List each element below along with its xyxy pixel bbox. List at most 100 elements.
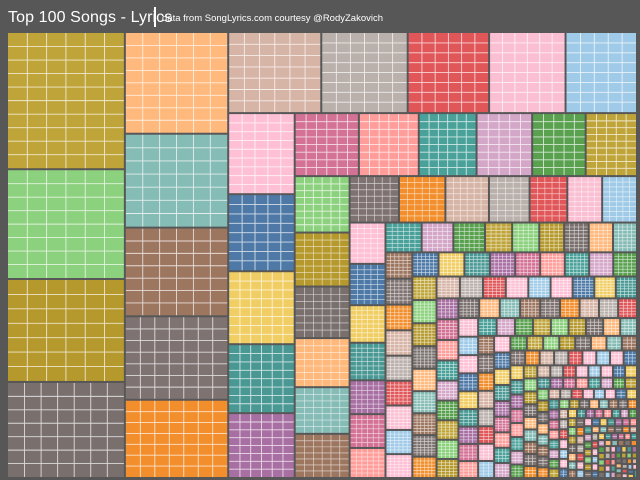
- treemap-cell[interactable]: [605, 434, 611, 440]
- treemap-cell[interactable]: [632, 453, 636, 458]
- treemap-cell[interactable]: [459, 299, 479, 318]
- treemap-cell[interactable]: [295, 114, 358, 176]
- treemap-cell[interactable]: [549, 430, 559, 439]
- treemap-cell[interactable]: [125, 400, 228, 477]
- treemap-cell[interactable]: [480, 299, 499, 318]
- treemap-cell[interactable]: [530, 177, 567, 222]
- treemap-cell[interactable]: [437, 361, 458, 380]
- treemap-cell[interactable]: [495, 401, 510, 416]
- treemap-cell[interactable]: [605, 447, 610, 452]
- treemap-cell[interactable]: [350, 448, 385, 477]
- treemap-cell[interactable]: [577, 428, 584, 435]
- treemap-cell[interactable]: [565, 253, 589, 276]
- treemap-cell[interactable]: [413, 369, 436, 391]
- treemap-cell[interactable]: [459, 374, 478, 391]
- treemap-cell[interactable]: [555, 351, 568, 365]
- treemap-cell[interactable]: [583, 351, 596, 365]
- treemap-cell[interactable]: [551, 366, 563, 377]
- treemap-cell[interactable]: [515, 319, 533, 335]
- treemap-cell[interactable]: [580, 299, 598, 318]
- treemap-cell[interactable]: [446, 177, 488, 222]
- treemap-cell[interactable]: [386, 381, 412, 405]
- treemap-cell[interactable]: [551, 378, 563, 388]
- treemap-cell[interactable]: [479, 373, 494, 390]
- treemap-cell[interactable]: [619, 400, 627, 408]
- treemap-cell[interactable]: [616, 459, 621, 463]
- treemap-cell[interactable]: [569, 428, 576, 435]
- treemap-cell[interactable]: [622, 474, 627, 477]
- treemap-cell[interactable]: [511, 424, 523, 437]
- treemap-cell[interactable]: [599, 447, 604, 452]
- treemap-cell[interactable]: [616, 453, 621, 458]
- treemap-cell[interactable]: [295, 233, 349, 286]
- treemap-cell[interactable]: [630, 419, 636, 426]
- treemap-cell[interactable]: [477, 114, 532, 176]
- treemap-cell[interactable]: [495, 448, 510, 462]
- treemap-cell[interactable]: [565, 223, 588, 252]
- treemap-cell[interactable]: [615, 419, 622, 426]
- treemap-cell[interactable]: [605, 389, 615, 399]
- treemap-cell[interactable]: [413, 457, 436, 477]
- treemap-cell[interactable]: [599, 472, 604, 477]
- treemap-cell[interactable]: [459, 319, 478, 336]
- treemap-cell[interactable]: [585, 449, 591, 456]
- treemap-cell[interactable]: [408, 33, 489, 113]
- treemap-cell[interactable]: [399, 177, 445, 222]
- treemap-cell[interactable]: [577, 419, 584, 427]
- treemap-cell[interactable]: [459, 337, 478, 355]
- treemap-cell[interactable]: [386, 455, 412, 477]
- treemap-cell[interactable]: [586, 114, 636, 176]
- treemap-cell[interactable]: [495, 463, 510, 477]
- treemap-cell[interactable]: [511, 366, 523, 380]
- treemap-cell[interactable]: [585, 471, 591, 477]
- treemap-cell[interactable]: [577, 462, 584, 469]
- treemap-cell[interactable]: [538, 412, 548, 423]
- treemap-cell[interactable]: [465, 253, 489, 276]
- treemap-cell[interactable]: [538, 435, 548, 445]
- treemap-cell[interactable]: [437, 440, 458, 458]
- treemap-cell[interactable]: [623, 419, 629, 426]
- treemap-cell[interactable]: [615, 427, 622, 433]
- treemap-cell[interactable]: [631, 434, 636, 440]
- treemap-cell[interactable]: [622, 447, 626, 452]
- treemap-cell[interactable]: [437, 401, 458, 420]
- treemap-cell[interactable]: [616, 474, 621, 477]
- treemap-cell[interactable]: [625, 441, 630, 446]
- treemap-cell[interactable]: [538, 401, 548, 411]
- treemap-cell[interactable]: [632, 459, 636, 464]
- treemap-cell[interactable]: [524, 405, 537, 416]
- treemap-cell[interactable]: [577, 445, 584, 452]
- treemap-cell[interactable]: [422, 223, 453, 252]
- treemap-cell[interactable]: [585, 464, 591, 470]
- treemap-cell[interactable]: [386, 305, 412, 330]
- treemap-cell[interactable]: [628, 470, 633, 473]
- treemap-cell[interactable]: [576, 378, 588, 388]
- treemap-cell[interactable]: [540, 223, 564, 252]
- treemap-cell[interactable]: [627, 447, 631, 452]
- treemap-cell[interactable]: [621, 319, 636, 335]
- treemap-cell[interactable]: [592, 456, 598, 463]
- treemap-cell[interactable]: [605, 441, 611, 446]
- treemap-cell[interactable]: [459, 444, 478, 461]
- treemap-cell[interactable]: [627, 459, 631, 464]
- treemap-cell[interactable]: [628, 474, 633, 477]
- treemap-cell[interactable]: [229, 414, 294, 477]
- treemap-cell[interactable]: [621, 409, 628, 418]
- treemap-cell[interactable]: [350, 306, 385, 342]
- treemap-cell[interactable]: [590, 400, 599, 408]
- treemap-cell[interactable]: [229, 33, 321, 113]
- treemap-cell[interactable]: [413, 392, 436, 413]
- treemap-cell[interactable]: [569, 436, 576, 444]
- treemap-cell[interactable]: [561, 389, 571, 399]
- treemap-cell[interactable]: [8, 33, 124, 169]
- treemap-cell[interactable]: [616, 389, 626, 399]
- treemap-cell[interactable]: [8, 382, 124, 477]
- treemap-cell[interactable]: [590, 253, 613, 276]
- treemap-cell[interactable]: [506, 277, 528, 298]
- treemap-cell[interactable]: [633, 465, 636, 469]
- treemap-cell[interactable]: [569, 462, 576, 469]
- treemap-cell[interactable]: [592, 434, 598, 440]
- treemap-cell[interactable]: [568, 177, 602, 222]
- treemap-cell[interactable]: [580, 400, 589, 408]
- treemap-cell[interactable]: [560, 469, 568, 477]
